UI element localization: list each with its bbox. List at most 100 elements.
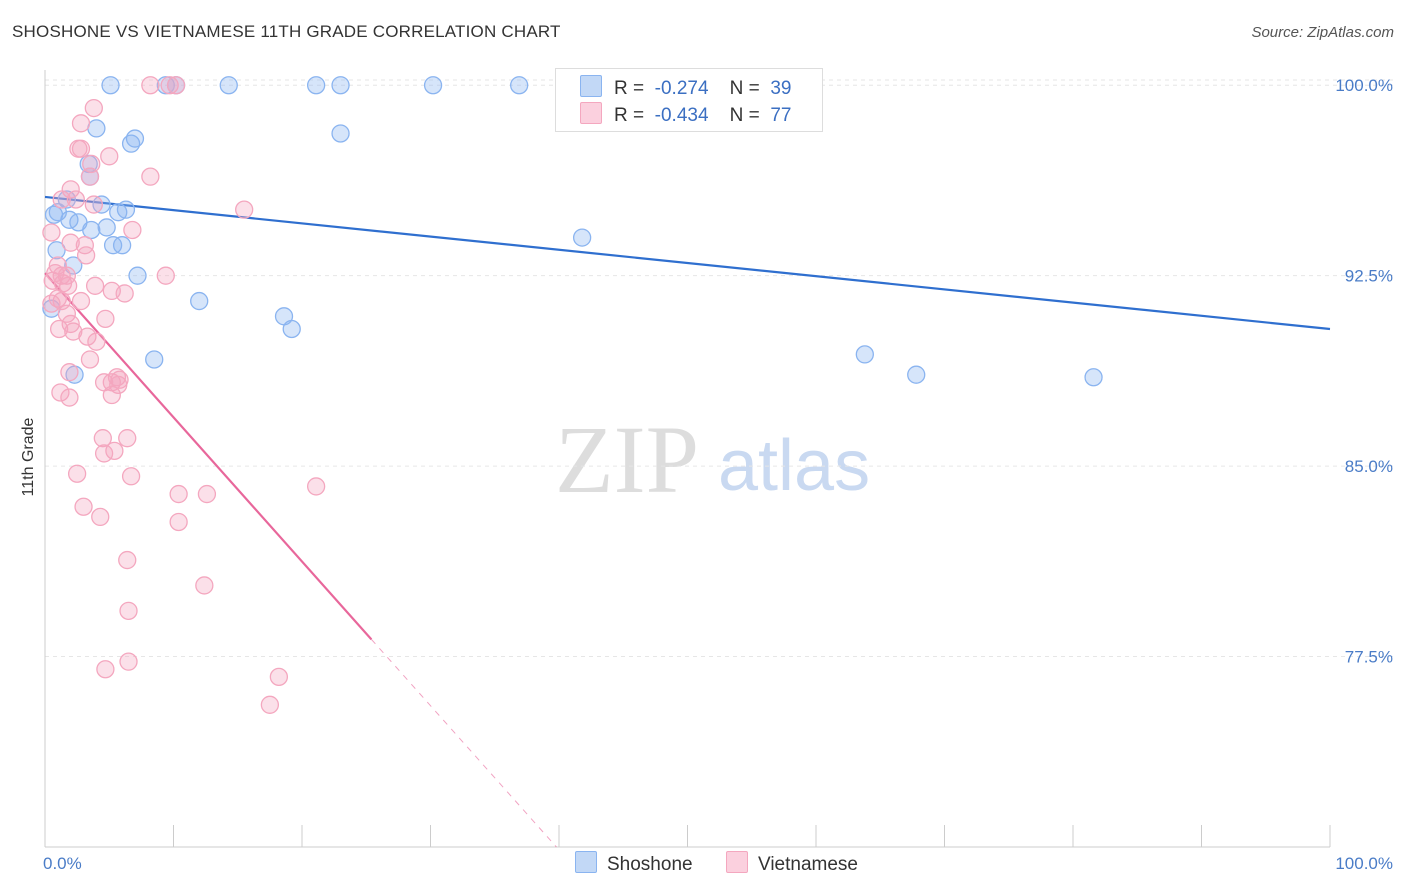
point-vietnamese-49: [109, 375, 128, 395]
x-tick-label-left: 0.0%: [43, 854, 82, 873]
point-shoshone-22: [82, 220, 101, 240]
point-shoshone-11: [331, 124, 350, 143]
point-vietnamese-57: [67, 464, 87, 483]
point-vietnamese-36: [57, 304, 76, 323]
trend-lines: [44, 195, 1331, 848]
point-vietnamese-34: [42, 294, 61, 313]
point-vietnamese-20: [76, 246, 96, 265]
point-vietnamese-13: [66, 190, 85, 209]
point-shoshone-30: [190, 291, 209, 311]
axes: [44, 70, 1331, 848]
point-vietnamese-53: [93, 429, 112, 448]
legend-swatch-vietnamese: [580, 102, 602, 124]
point-shoshone-38: [1084, 368, 1103, 387]
point-vietnamese-44: [60, 363, 79, 382]
bottom-legend-label-vietnamese: Vietnamese: [758, 854, 858, 875]
point-shoshone-10: [121, 134, 141, 153]
legend-n-vietnamese: 77: [770, 105, 792, 126]
tick-labels: 100.0% 92.5% 85.0% 77.5% 0.0% 100.0%: [43, 76, 1393, 873]
point-shoshone-8: [87, 119, 106, 138]
point-vietnamese-62: [74, 497, 93, 516]
point-vietnamese-10: [141, 167, 160, 186]
watermark: ZIP atlas: [555, 406, 870, 513]
point-vietnamese-16: [61, 233, 80, 252]
point-vietnamese-68: [119, 652, 138, 671]
point-shoshone-7: [510, 76, 529, 95]
point-vietnamese-59: [306, 477, 326, 496]
point-shoshone-15: [92, 195, 111, 214]
point-shoshone-1: [156, 76, 175, 95]
point-shoshone-33: [282, 319, 301, 339]
point-vietnamese-39: [49, 319, 69, 339]
y-tick-label-3: 77.5%: [1345, 648, 1393, 667]
point-shoshone-34: [145, 350, 164, 369]
point-vietnamese-67: [119, 601, 138, 621]
x-tick-label-right: 100.0%: [1335, 854, 1393, 873]
point-shoshone-27: [112, 236, 132, 255]
point-vietnamese-66: [195, 576, 214, 595]
point-shoshone-37: [907, 365, 926, 384]
chart-source: Source: ZipAtlas.com: [1251, 24, 1394, 41]
data-points: [42, 76, 1103, 714]
point-vietnamese-9: [80, 167, 100, 186]
bottom-legend-label-shoshone: Shoshone: [607, 854, 693, 875]
point-vietnamese-7: [100, 147, 119, 166]
point-vietnamese-70: [269, 667, 289, 687]
chart-title: SHOSHONE VS VIETNAMESE 11TH GRADE CORREL…: [12, 22, 561, 41]
point-vietnamese-52: [102, 385, 121, 405]
point-vietnamese-6: [71, 139, 91, 158]
point-vietnamese-41: [78, 327, 97, 346]
point-vietnamese-29: [85, 276, 105, 295]
y-tick-label-1: 92.5%: [1345, 267, 1393, 286]
point-vietnamese-3: [84, 98, 103, 118]
point-shoshone-24: [572, 228, 592, 247]
y-tick-label-0: 100.0%: [1335, 76, 1393, 95]
point-shoshone-36: [855, 345, 874, 364]
point-shoshone-29: [128, 266, 147, 285]
point-shoshone-23: [44, 205, 64, 224]
point-vietnamese-54: [118, 429, 137, 448]
point-vietnamese-23: [52, 266, 71, 285]
point-vietnamese-18: [123, 220, 142, 240]
point-vietnamese-60: [169, 484, 188, 504]
point-vietnamese-28: [58, 276, 78, 295]
point-vietnamese-56: [94, 444, 114, 463]
point-vietnamese-14: [84, 195, 103, 214]
legend-swatch-shoshone: [580, 75, 602, 97]
legend-row-shoshone: R = -0.274 N = 39: [580, 75, 791, 101]
point-vietnamese-64: [169, 512, 188, 532]
point-vietnamese-1: [160, 76, 179, 95]
y-axis-label: 11th Grade: [20, 417, 37, 496]
legend-row-vietnamese: R = -0.434 N = 77: [580, 102, 791, 128]
point-vietnamese-65: [118, 550, 137, 570]
point-vietnamese-31: [115, 284, 134, 303]
point-shoshone-25: [47, 241, 66, 260]
point-vietnamese-37: [96, 309, 115, 328]
legend-r-shoshone: -0.274: [654, 78, 709, 99]
point-vietnamese-58: [121, 467, 141, 486]
point-vietnamese-69: [96, 660, 115, 679]
point-shoshone-17: [109, 203, 128, 222]
point-vietnamese-71: [260, 695, 280, 714]
legend-box: R = -0.274 N = 39 R = -0.434 N = 77: [555, 68, 823, 132]
bottom-legend-swatch-vietnamese: [726, 851, 748, 873]
trend-line-shoshone: [44, 195, 1331, 331]
y-tick-label-2: 85.0%: [1345, 457, 1393, 476]
point-shoshone-28: [64, 256, 83, 275]
point-vietnamese-12: [52, 190, 71, 209]
legend-n-shoshone: 39: [770, 78, 792, 99]
point-vietnamese-42: [87, 332, 106, 351]
point-vietnamese-19: [42, 223, 61, 242]
point-shoshone-3: [219, 76, 238, 95]
point-vietnamese-43: [80, 350, 100, 369]
trend-line-extension-vietnamese: [371, 639, 557, 848]
legend-r-vietnamese: -0.434: [654, 105, 709, 126]
point-vietnamese-50: [51, 383, 70, 402]
bottom-legend-vietnamese: Vietnamese: [726, 851, 858, 876]
point-shoshone-4: [306, 76, 326, 95]
point-vietnamese-51: [60, 388, 79, 407]
point-vietnamese-40: [64, 322, 83, 341]
point-shoshone-6: [423, 76, 443, 95]
point-vietnamese-4: [71, 114, 91, 133]
